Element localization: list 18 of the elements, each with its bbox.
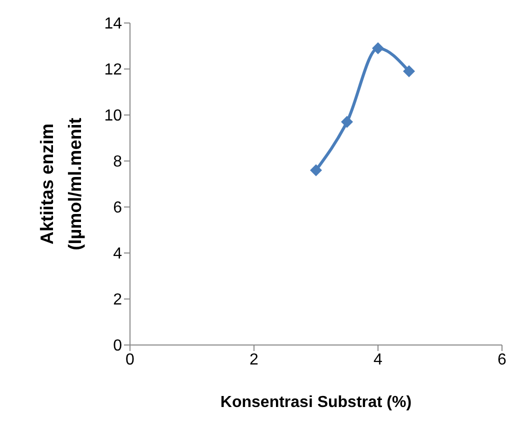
y-tick-label: 6	[113, 200, 122, 217]
point	[372, 42, 384, 54]
x-tick-label: 4	[374, 351, 383, 368]
y-tick-label: 4	[113, 246, 122, 263]
x-axis-title: Konsentrasi Substrat (%)	[220, 394, 412, 411]
y-tick-label: 0	[113, 338, 122, 355]
y-tick-label: 8	[113, 154, 122, 171]
y-tick-label: 12	[104, 62, 122, 79]
point	[403, 65, 415, 78]
y-tick-label: 2	[113, 292, 122, 309]
x-tick-label: 2	[250, 351, 259, 368]
point	[310, 164, 322, 176]
y-tick-label: 10	[104, 108, 122, 125]
y-axis-title: Aktiitas enzim (Iµmol/ml.menit	[37, 118, 85, 250]
x-tick-label: 0	[126, 351, 135, 368]
x-tick-label: 6	[498, 351, 507, 368]
y-tick-label: 14	[104, 16, 122, 33]
point	[341, 116, 353, 128]
